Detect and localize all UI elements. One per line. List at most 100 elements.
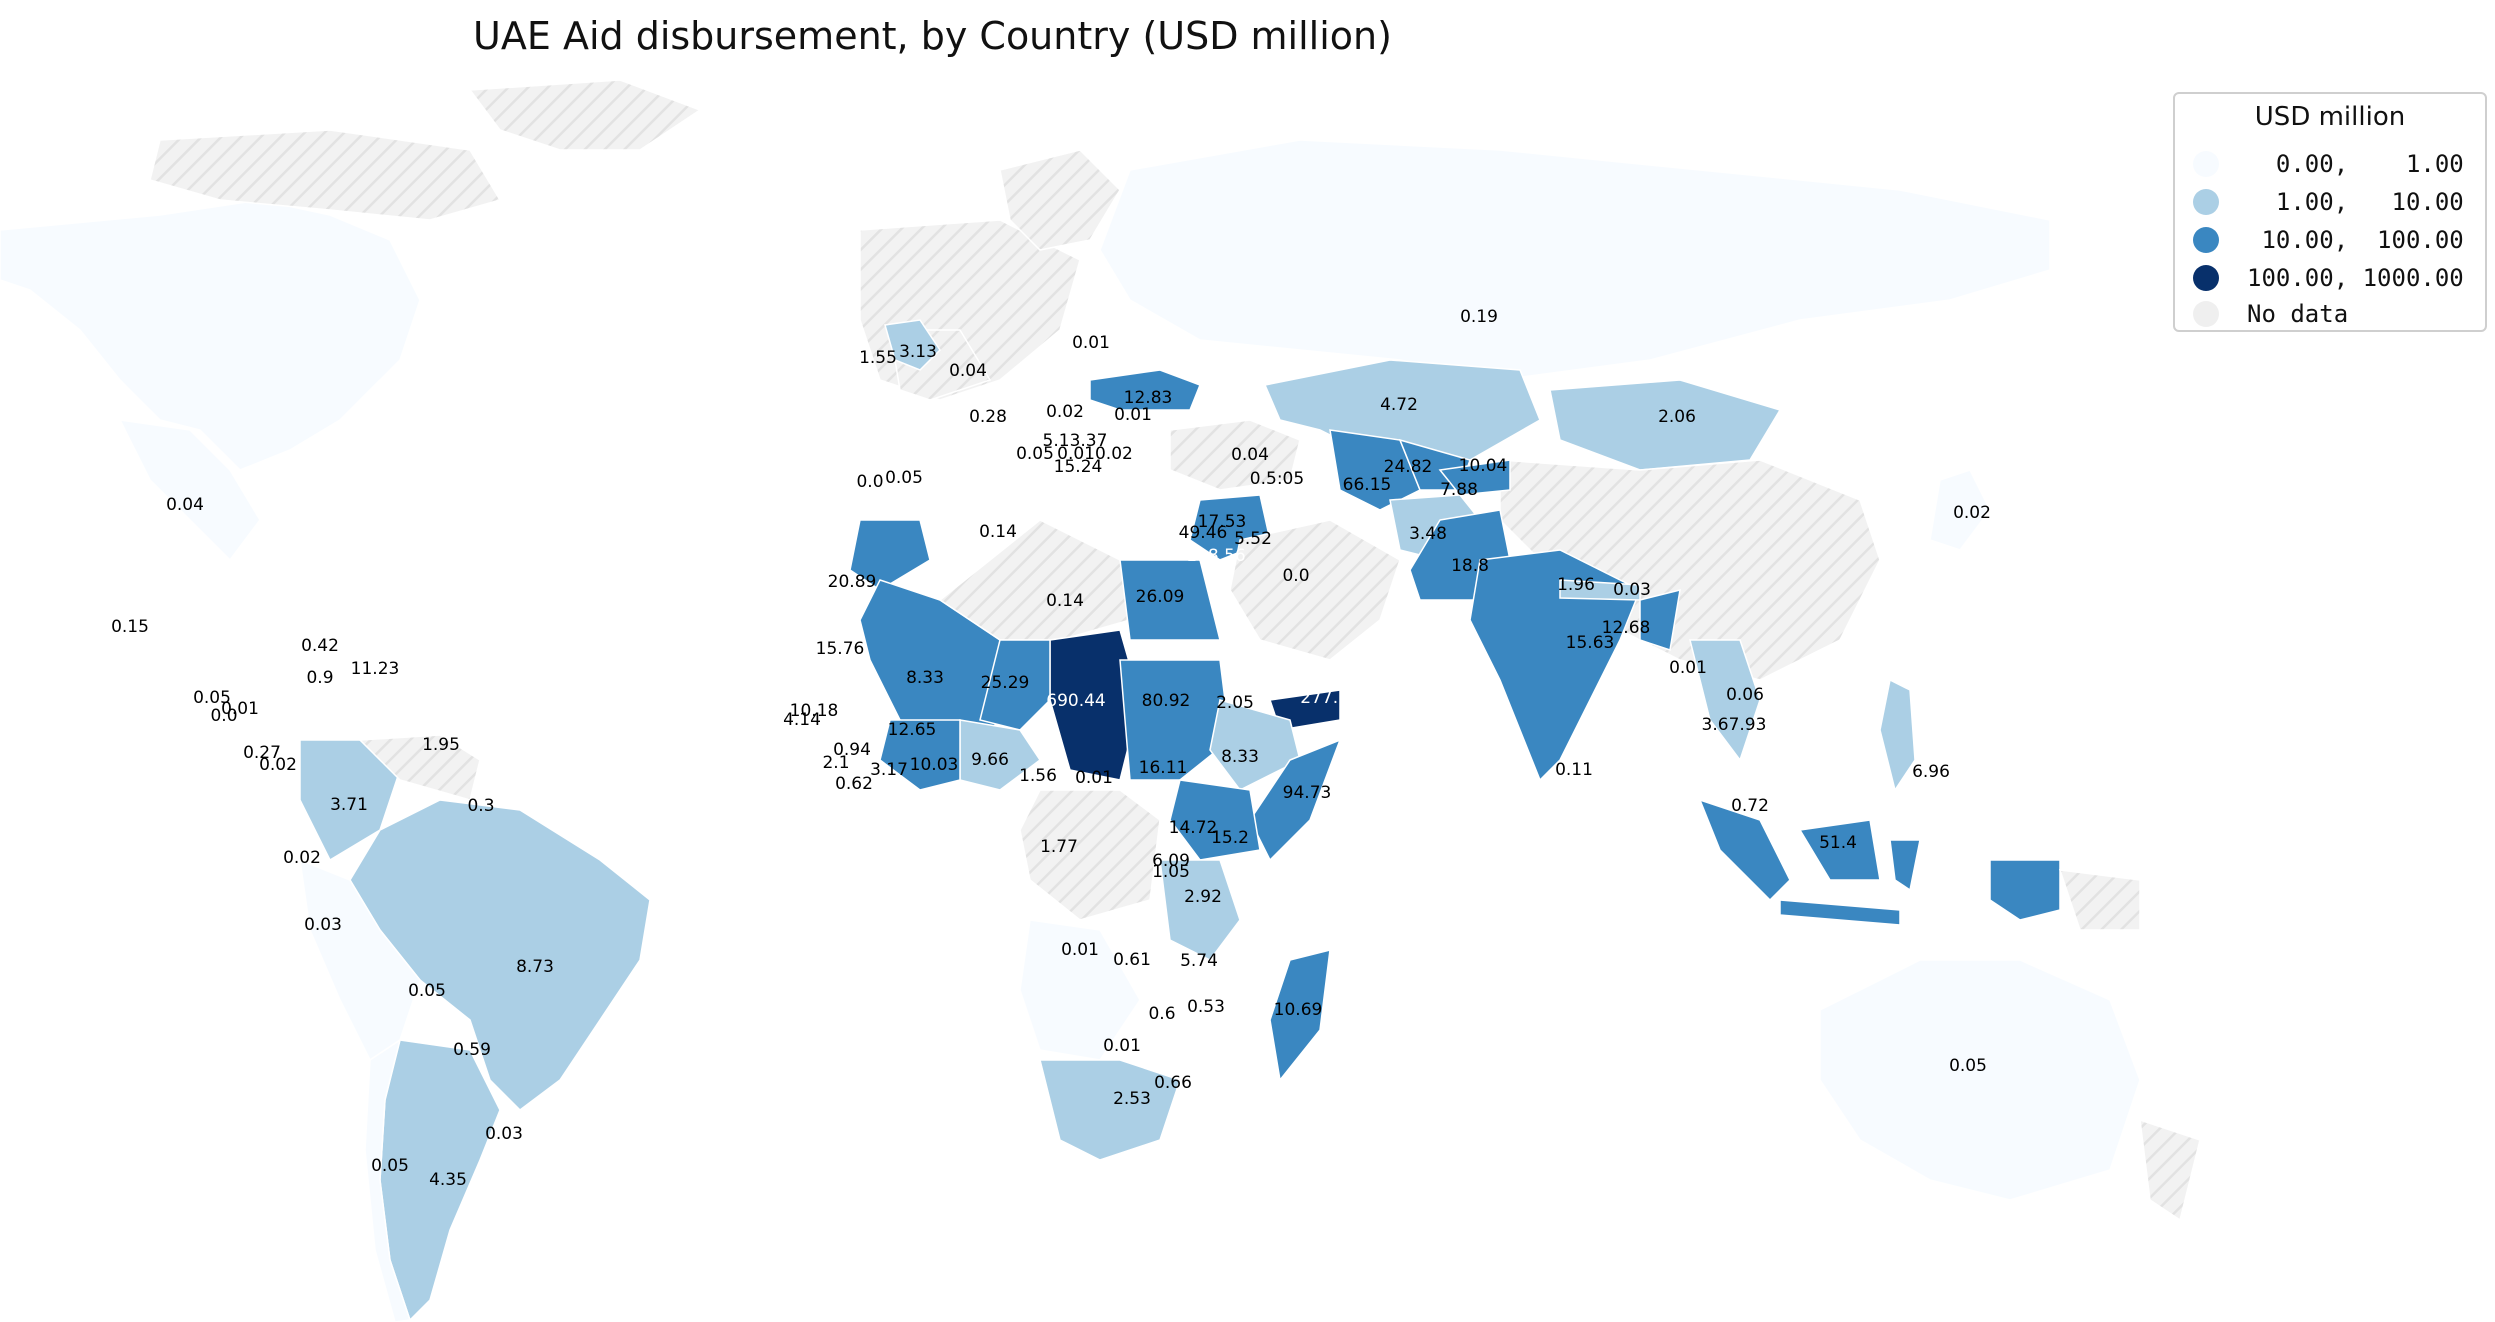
sulawesi-shape <box>1889 839 1921 892</box>
value-label: 6.09 <box>1152 851 1190 871</box>
value-label: 5.74 <box>1180 951 1218 971</box>
value-label: 18.8 <box>1451 556 1489 576</box>
venezuela-shape <box>358 734 481 801</box>
value-label: 8.33 <box>906 668 944 688</box>
value-label: 1.56 <box>1019 766 1057 786</box>
value-label: 1.95 <box>422 735 460 755</box>
ukraine-shape <box>1089 369 1201 411</box>
india-shape <box>1469 549 1641 782</box>
legend-item: No data <box>2193 296 2348 332</box>
kyrgyzstan-shape <box>1438 459 1511 496</box>
country-shapes <box>0 79 2201 1322</box>
value-label: 12.83 <box>1124 388 1173 408</box>
value-label: 0.01 <box>1072 333 1110 353</box>
ethiopia-shape <box>1209 699 1301 791</box>
value-label: 0.06 <box>1726 685 1764 705</box>
value-label: 0.11 <box>1555 760 1593 780</box>
value-label: 2.05 <box>1216 693 1254 713</box>
australia-shape <box>1819 959 2141 1201</box>
russia-shape <box>1099 139 2051 381</box>
value-label: 0.0 <box>1282 566 1309 586</box>
legend-swatch <box>2193 227 2219 253</box>
legend-swatch <box>2193 301 2219 327</box>
value-label: 4.72 <box>1380 395 1418 415</box>
value-label: 0.62 <box>835 774 873 794</box>
value-label: 3.17 <box>870 760 908 780</box>
saudi-shape <box>1229 519 1401 661</box>
value-label: 0.0 <box>856 472 883 492</box>
value-label: 0.05 <box>371 1156 409 1176</box>
value-label: 5.13.37 <box>1043 431 1108 451</box>
value-label: 0.02 <box>283 848 321 868</box>
mexico-shape <box>118 419 261 562</box>
value-label: 0.04 <box>166 495 204 515</box>
south-africa-shape <box>1039 1059 1181 1161</box>
chile-shape <box>364 1038 411 1322</box>
egypt-shape <box>1119 559 1221 641</box>
north-america-shape <box>0 199 421 471</box>
westafrica-shape <box>879 719 961 791</box>
value-label: 0.19 <box>1460 307 1498 327</box>
value-label: 10.69 <box>1274 1000 1323 1020</box>
value-label: 0.03 <box>485 1124 523 1144</box>
value-label: 7.88 <box>1440 480 1478 500</box>
value-label: 0.27 <box>243 743 281 763</box>
value-label: 0.14 <box>1046 591 1084 611</box>
borneo-shape <box>1798 819 1881 881</box>
value-label: 2.53 <box>1113 1089 1151 1109</box>
value-label: 1.96 <box>1557 575 1595 595</box>
value-label: 20.89 <box>828 572 877 592</box>
value-label: 0.03 <box>304 915 342 935</box>
value-label: 0.59 <box>453 1040 491 1060</box>
somalia-shape <box>1249 738 1342 862</box>
png-shape <box>2058 869 2141 931</box>
value-label: 10.18 <box>790 701 839 721</box>
value-label: 0.03 <box>1613 580 1651 600</box>
value-label: 10.03 <box>910 755 959 775</box>
legend-item: 100.00, 1000.00 <box>2193 260 2464 296</box>
value-label: 5.52 <box>1234 529 1272 549</box>
value-label: 9.66 <box>971 750 1009 770</box>
value-label: 0.01 <box>1103 1036 1141 1056</box>
value-label: 0.15 <box>111 617 149 637</box>
value-label: 0.05 <box>885 468 923 488</box>
java-shape <box>1779 899 1901 926</box>
value-label: 80.92 <box>1142 691 1191 711</box>
value-label: 2.92 <box>1184 887 1222 907</box>
bangladesh-shape <box>1639 588 1681 651</box>
value-label: 12.65 <box>888 720 937 740</box>
value-label: 0.05 <box>408 981 446 1001</box>
value-label: 66.15 <box>1343 475 1392 495</box>
japan-shape <box>1929 469 1991 551</box>
tanzania-shape <box>1159 859 1241 961</box>
value-label: 0.9 <box>306 668 333 688</box>
legend-title: USD million <box>2254 102 2406 132</box>
legend-label: No data <box>2247 300 2349 328</box>
value-label: 0.61 <box>1113 950 1151 970</box>
value-label: 0.05 <box>1016 444 1054 464</box>
legend-label: 1.00, 10.00 <box>2247 188 2464 216</box>
kenya-shape <box>1169 779 1261 861</box>
value-label: 0.010.02 <box>1057 444 1133 464</box>
map-title: UAE Aid disbursement, by Country (USD mi… <box>473 14 1392 58</box>
value-label: 14.72 <box>1169 818 1218 838</box>
value-label: 3.13 <box>899 342 937 362</box>
value-label: 0.72 <box>1731 796 1769 816</box>
value-label: 0.02 <box>1046 402 1084 422</box>
canada-shape <box>149 129 502 221</box>
turkey-shape <box>1169 419 1301 491</box>
value-label: 0.53 <box>1187 997 1225 1017</box>
mongolia-shape <box>1549 379 1782 471</box>
value-label: 0.01 <box>1061 940 1099 960</box>
legend-swatch <box>2193 265 2219 291</box>
value-label: 0.14 <box>979 522 1017 542</box>
value-label: 16.11 <box>1139 758 1188 778</box>
congo-shape <box>1019 789 1161 921</box>
value-label: 1.55 <box>859 348 897 368</box>
value-label: 4.14 <box>783 710 821 730</box>
value-label: 17.53 <box>1198 512 1247 532</box>
value-label: 0.01 <box>221 699 259 719</box>
value-labels: 0.040.150.420.9 11.230.050.010.00.270.021… <box>111 307 1991 1190</box>
value-label: 690.44 <box>1046 691 1105 711</box>
